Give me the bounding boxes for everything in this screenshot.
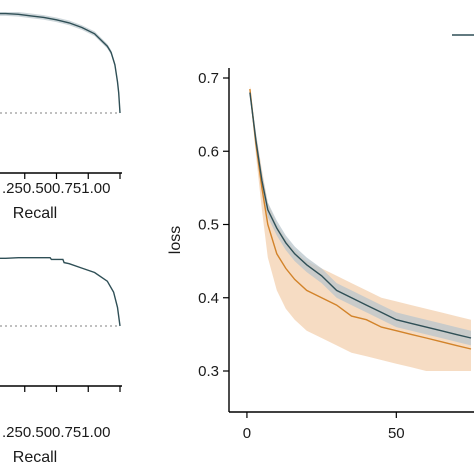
loss-line-orange [249, 88, 472, 350]
pr-top-confidence-band [0, 12, 120, 116]
pr-curve-panel-top: .250.500.751.00 Recall [0, 12, 122, 222]
pr-top-x-axis-title: Recall [13, 205, 57, 222]
loss-y-tick-label-0.3: 0.3 [198, 363, 219, 380]
pr-curve-panel-bottom: .250.500.751.00 Recall [0, 257, 122, 466]
pr-top-x-tick-labels: .250.500.751.00 [2, 180, 110, 197]
loss-x-tick-label-0: 0 [243, 425, 251, 442]
loss-band-orange [249, 85, 471, 372]
pr-bottom-x-tick-labels: .250.500.751.00 [2, 424, 110, 441]
loss-band-dark [249, 89, 471, 346]
loss-panel: 0.3 0.4 0.5 0.6 0.7 0 50 loss [167, 68, 474, 442]
pr-top-curve [0, 12, 121, 114]
pr-bottom-curve [0, 257, 121, 327]
loss-y-tick-label-0.7: 0.7 [198, 70, 219, 87]
loss-y-tick-label-0.6: 0.6 [198, 143, 219, 160]
pr-bottom-x-axis-title: Recall [13, 449, 57, 466]
loss-x-tick-label-50: 50 [388, 425, 405, 442]
loss-line-dark [249, 92, 472, 339]
loss-y-axis-title: loss [167, 226, 184, 254]
loss-y-tick-label-0.5: 0.5 [198, 217, 219, 234]
loss-y-tick-label-0.4: 0.4 [198, 290, 219, 307]
